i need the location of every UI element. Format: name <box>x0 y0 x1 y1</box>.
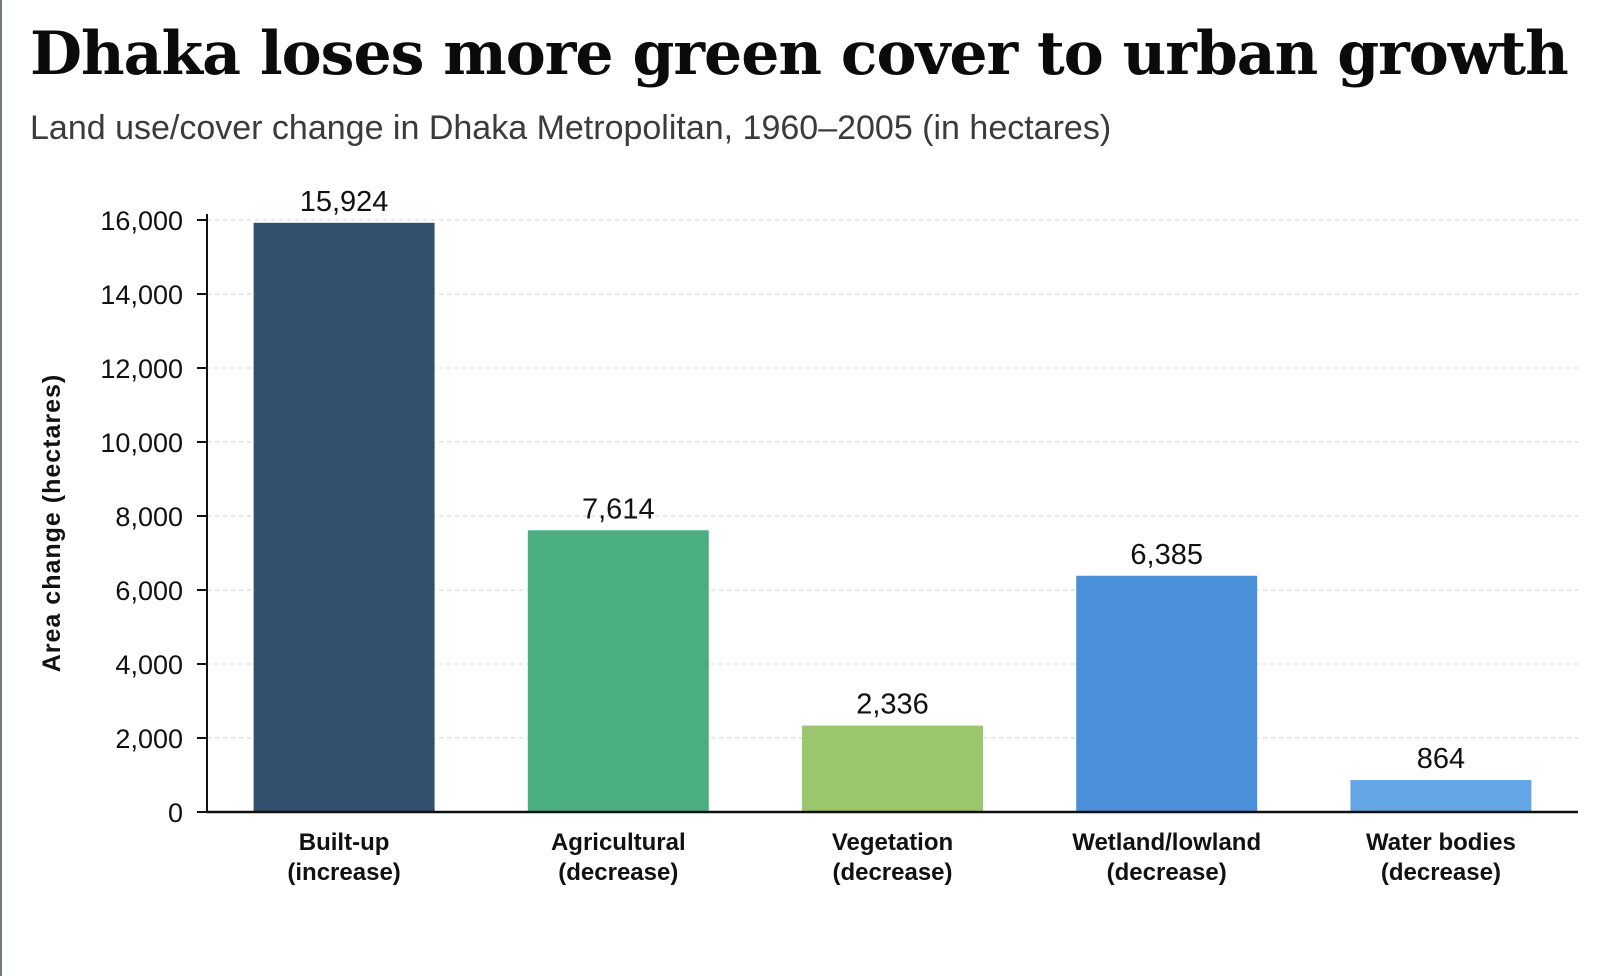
category-label: (increase) <box>287 859 400 886</box>
category-labels: Built-up (increase) Agricultural (decrease)… <box>287 829 1515 886</box>
category-label: Vegetation <box>832 829 953 856</box>
data-label: 864 <box>1417 743 1465 775</box>
category-label: Water bodies <box>1366 829 1516 856</box>
y-axis-ticks: 0 2,000 4,000 6,000 8,000 10,000 12,000 14,000 1… <box>100 206 207 828</box>
category-label: (decrease) <box>832 859 952 886</box>
data-label: 6,385 <box>1130 539 1203 571</box>
bar <box>253 222 435 812</box>
y-tick-label: 12,000 <box>100 354 183 384</box>
bar <box>1076 575 1258 812</box>
bar <box>527 530 709 812</box>
y-tick-label: 6,000 <box>115 576 183 606</box>
chart-title: Dhaka loses more green cover to urban gr… <box>30 19 1569 89</box>
category-label: Wetland/lowland <box>1072 829 1261 856</box>
bars <box>253 222 1532 812</box>
bar <box>802 725 983 812</box>
y-tick-label: 14,000 <box>100 280 183 310</box>
category-label: Agricultural <box>551 829 686 856</box>
y-tick-label: 2,000 <box>115 724 183 754</box>
data-label: 7,614 <box>582 493 655 525</box>
y-tick-label: 0 <box>168 798 183 828</box>
data-label: 15,924 <box>300 186 389 218</box>
y-tick-label: 4,000 <box>115 650 183 680</box>
category-label: (decrease) <box>1107 859 1227 886</box>
category-label: Built-up <box>299 829 390 856</box>
y-tick-label: 10,000 <box>100 428 183 458</box>
y-axis-title: Area change (hectares) <box>38 374 66 673</box>
y-tick-label: 8,000 <box>115 502 183 532</box>
category-label: (decrease) <box>558 859 678 886</box>
data-label: 2,336 <box>856 689 929 721</box>
category-label: (decrease) <box>1381 859 1501 886</box>
y-tick-label: 16,000 <box>100 206 183 236</box>
left-edge-rule <box>0 0 2 976</box>
chart-subtitle: Land use/cover change in Dhaka Metropoli… <box>30 109 1112 147</box>
data-labels: 15,924 7,614 2,336 6,385 864 <box>300 186 1465 775</box>
bar <box>1350 780 1532 812</box>
